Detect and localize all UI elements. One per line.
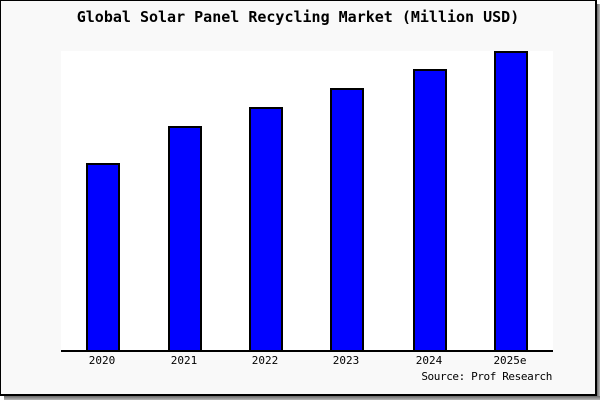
bar-2024 — [413, 69, 447, 351]
bar-2021 — [168, 126, 202, 351]
chart-title: Global Solar Panel Recycling Market (Mil… — [76, 8, 520, 26]
source-credit: Source: Prof Research — [421, 370, 552, 383]
x-axis-line — [61, 350, 553, 352]
plot-area — [61, 51, 553, 351]
bar-2023 — [330, 88, 364, 351]
bar-2022 — [249, 107, 283, 351]
drop-shadow-right — [597, 4, 600, 396]
drop-shadow-bottom — [4, 396, 600, 400]
bar-2020 — [86, 163, 120, 351]
bar-2025e — [494, 51, 528, 351]
